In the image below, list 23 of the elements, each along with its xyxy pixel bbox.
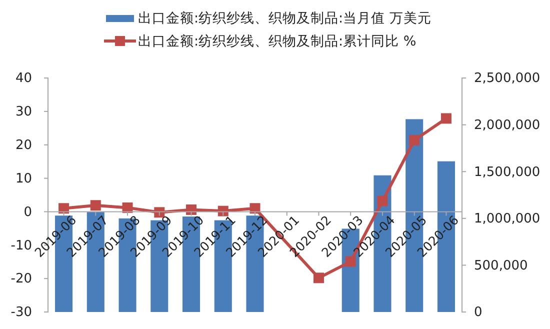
y-tick-label: -10 [10, 238, 32, 254]
point [313, 272, 324, 284]
y2-tick-label: 1,000,000 [474, 212, 540, 227]
point [122, 202, 133, 213]
y2-tick-label: 2,500,000 [474, 71, 540, 86]
y-tick-label: 20 [15, 138, 32, 154]
y-tick-label: 10 [15, 171, 32, 186]
y-tick-label: 30 [15, 104, 32, 120]
point [377, 196, 388, 206]
y-tick-label: -20 [10, 272, 32, 287]
y2-tick-label: 1,500,000 [474, 164, 540, 180]
legend-label: 出口金额:纺织纱线、织物及制品:累计同比 % [138, 34, 416, 50]
y2-tick-label: 0 [474, 305, 482, 320]
legend-label: 出口金额:纺织纱线、织物及制品:当月值 万美元 [138, 10, 432, 27]
y-tick-label: -30 [10, 305, 32, 320]
y-tick-label: 0 [24, 204, 32, 220]
point [218, 206, 228, 216]
y2-tick-label: 500,000 [474, 258, 528, 274]
y-tick-label: 40 [15, 71, 32, 86]
y2-tick-label: 2,000,000 [474, 118, 540, 133]
point [409, 134, 420, 146]
point [90, 200, 101, 211]
point [440, 113, 452, 124]
